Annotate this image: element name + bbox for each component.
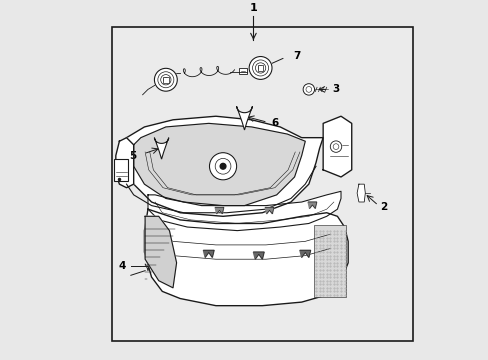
Polygon shape <box>145 216 176 288</box>
Bar <box>114 159 128 181</box>
Polygon shape <box>299 250 310 257</box>
Polygon shape <box>203 250 214 257</box>
Bar <box>239 68 246 75</box>
Polygon shape <box>154 138 168 159</box>
Polygon shape <box>144 209 347 306</box>
Circle shape <box>220 163 225 169</box>
Bar <box>112 27 412 341</box>
Text: 5: 5 <box>129 150 136 161</box>
Circle shape <box>255 63 265 73</box>
Circle shape <box>209 153 236 180</box>
Polygon shape <box>126 116 323 216</box>
Polygon shape <box>264 207 273 214</box>
Text: 1: 1 <box>249 3 257 13</box>
Circle shape <box>249 57 271 80</box>
Bar <box>257 65 263 71</box>
Circle shape <box>303 84 314 95</box>
Polygon shape <box>236 107 252 130</box>
Circle shape <box>258 66 263 70</box>
Polygon shape <box>148 191 340 231</box>
Polygon shape <box>253 252 264 259</box>
Circle shape <box>154 68 177 91</box>
Bar <box>314 225 346 297</box>
Polygon shape <box>323 116 351 177</box>
Circle shape <box>329 141 341 152</box>
Text: 6: 6 <box>271 118 278 129</box>
Text: 2: 2 <box>380 202 387 212</box>
Text: 4: 4 <box>118 261 125 271</box>
Polygon shape <box>116 138 133 188</box>
Polygon shape <box>133 123 305 206</box>
Polygon shape <box>307 202 316 208</box>
Circle shape <box>252 60 268 76</box>
Circle shape <box>161 75 171 85</box>
Circle shape <box>158 72 174 88</box>
Polygon shape <box>215 207 224 214</box>
Text: 3: 3 <box>331 84 339 94</box>
Text: 7: 7 <box>292 51 300 61</box>
Circle shape <box>163 77 168 82</box>
Polygon shape <box>356 184 365 202</box>
Bar <box>163 77 168 82</box>
